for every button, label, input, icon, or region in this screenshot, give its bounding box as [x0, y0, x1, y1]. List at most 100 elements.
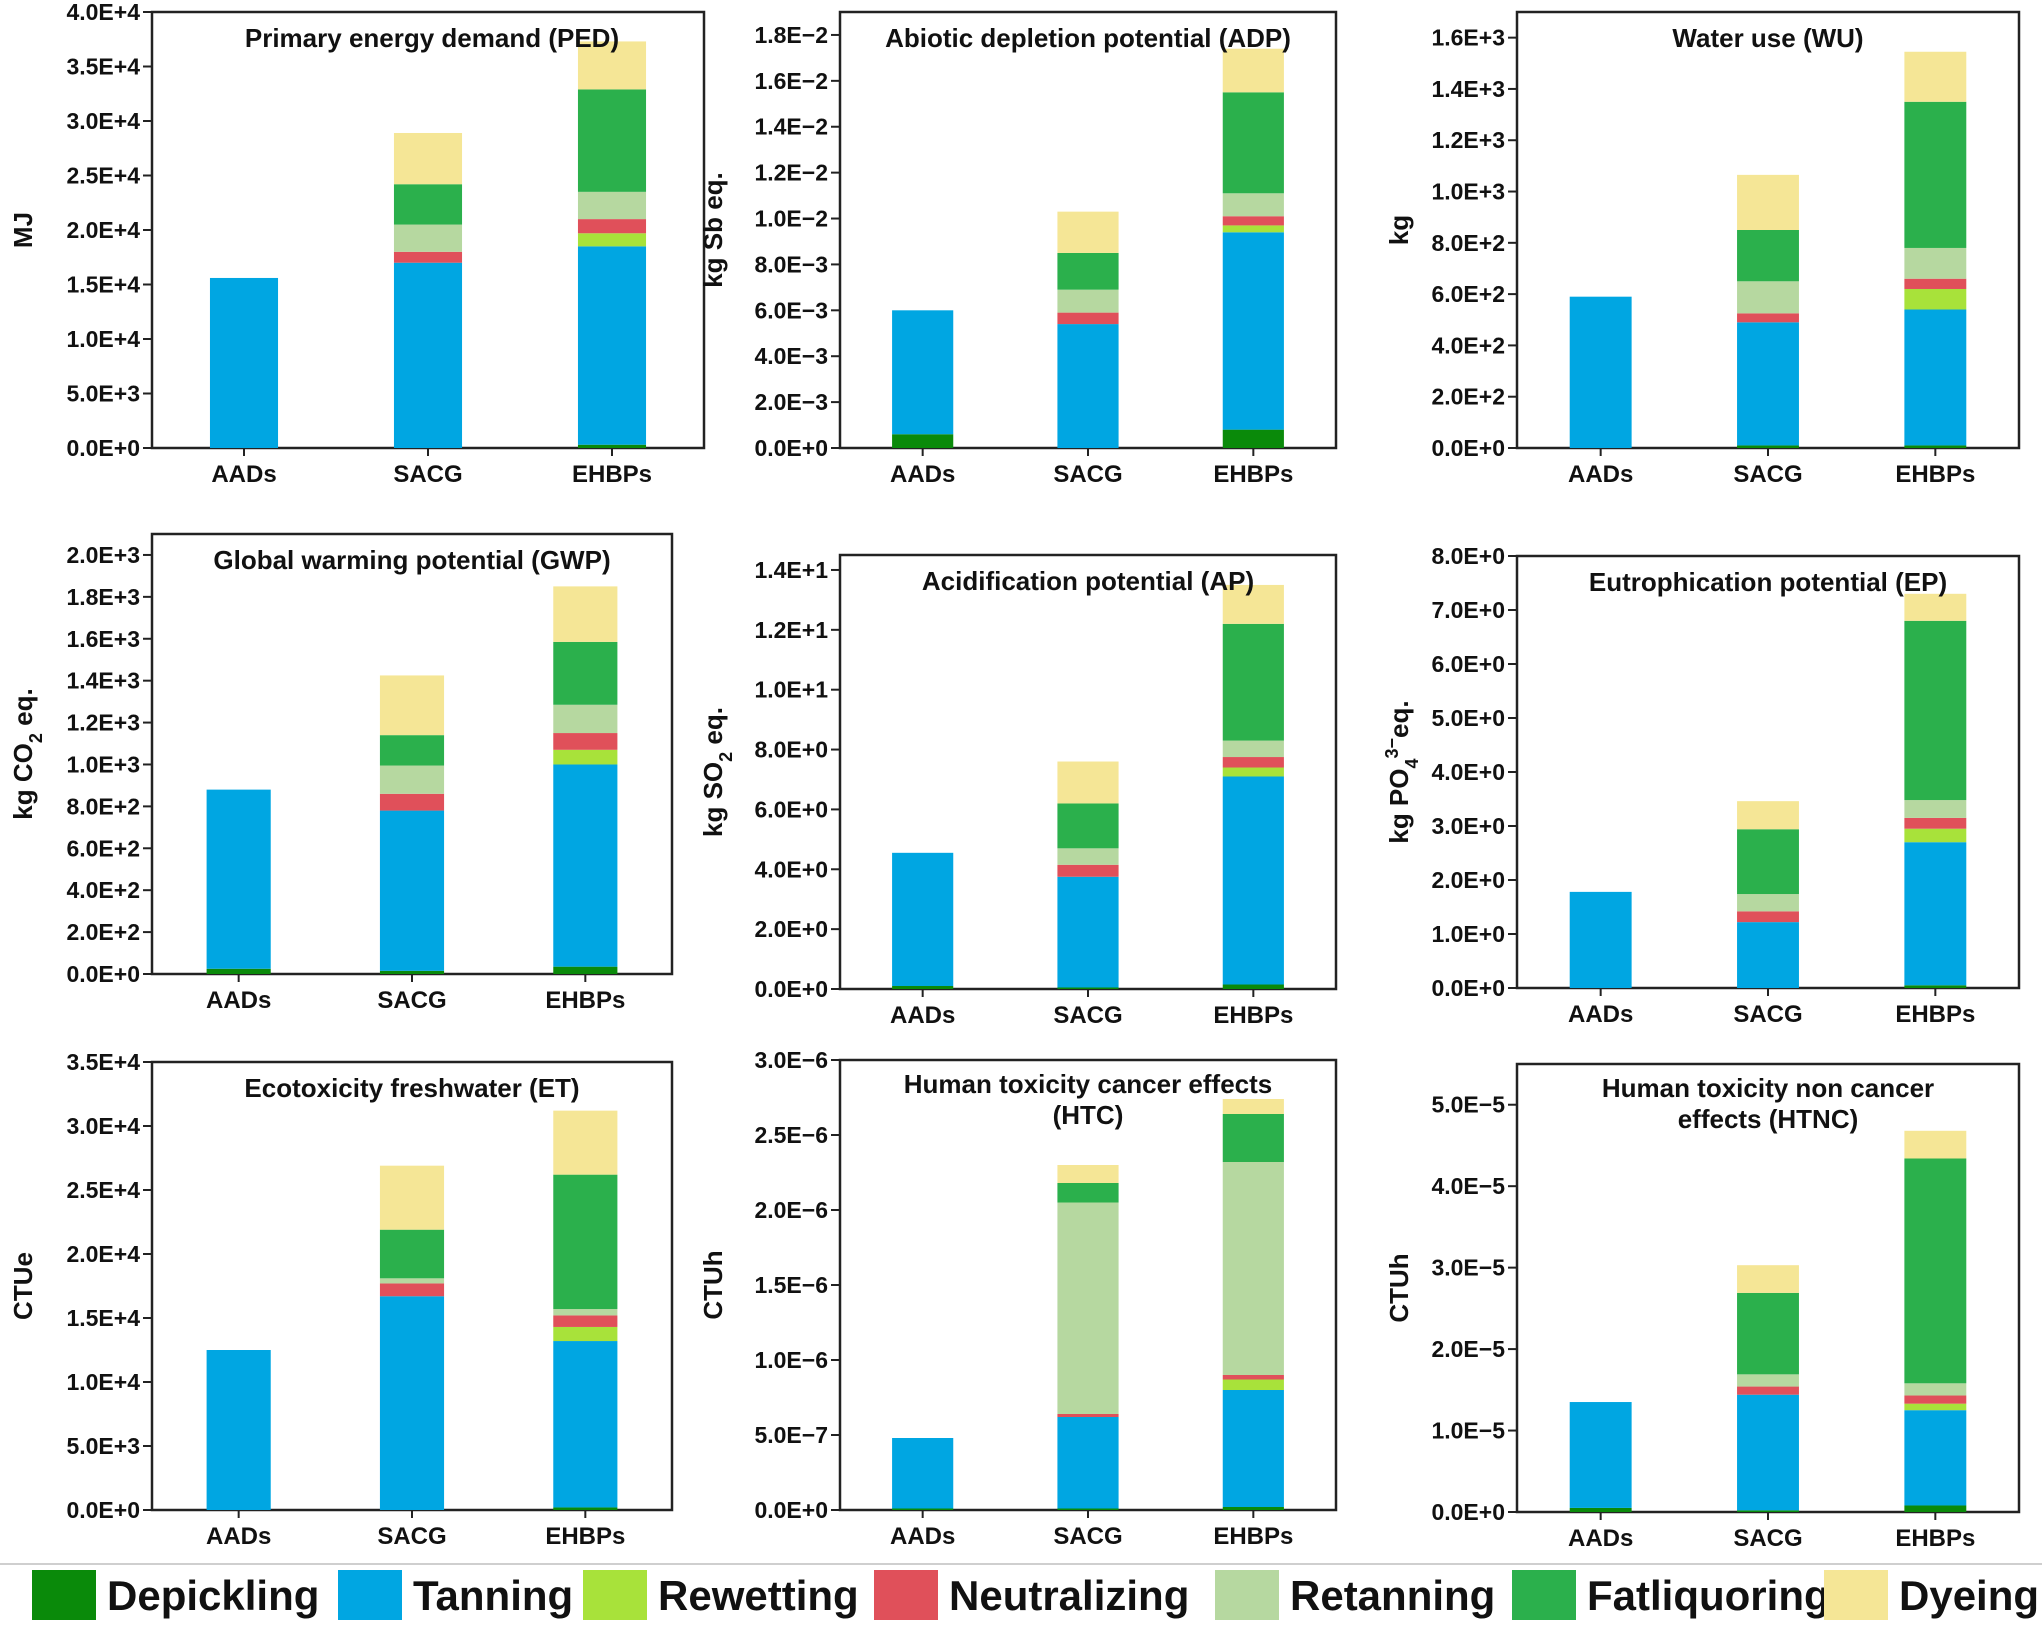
y-tick-label: 1.0E+4	[66, 326, 140, 352]
y-tick-label: 3.0E+4	[66, 108, 140, 134]
y-tick-label: 3.5E+4	[66, 1049, 140, 1075]
y-tick-label: 1.4E+3	[66, 668, 140, 694]
bar-segment-retanning-ehbps	[1904, 1383, 1967, 1396]
y-axis-label: kg	[1384, 215, 1414, 245]
y-tick-label: 1.4E+1	[754, 557, 828, 583]
bar-segment-tanning-aads	[892, 852, 954, 987]
y-tick-label: 6.0E+0	[754, 796, 828, 822]
y-axis-label: CTUh	[1384, 1253, 1414, 1322]
y-tick-label: 0.0E+0	[66, 961, 140, 987]
bar-segment-neutralizing-sacg	[1737, 313, 1799, 323]
chart-title: Global warming potential (GWP)	[213, 545, 610, 575]
y-tick-label: 0.0E+0	[1431, 975, 1505, 1001]
bar-segment-neutralizing-sacg	[1737, 911, 1799, 923]
bar-segment-fatliquoring-sacg	[379, 1229, 445, 1279]
bar-segment-fatliquoring-ehbps	[1904, 1158, 1967, 1384]
bar-segment-tanning-ehbps	[553, 764, 618, 967]
chart-title: Human toxicity cancer effects (HTC)	[904, 1069, 1272, 1130]
bar-segment-tanning-aads	[209, 277, 279, 448]
y-tick-label: 4.0E+0	[754, 856, 828, 882]
y-tick-label: 8.0E−3	[754, 251, 828, 277]
x-category-label: EHBPs	[1213, 1002, 1293, 1029]
bar-segment-tanning-ehbps	[577, 246, 647, 445]
y-tick-label: 5.0E+0	[1431, 705, 1505, 731]
y-tick-label: 1.5E−6	[754, 1272, 828, 1298]
y-tick-label: 1.6E+3	[1431, 25, 1505, 51]
bar-segment-depickling-ehbps	[553, 1507, 618, 1510]
bar-segment-dyeing-ehbps	[577, 41, 647, 90]
bar-segment-dyeing-ehbps	[1222, 1099, 1284, 1114]
bar-segment-fatliquoring-ehbps	[1222, 1114, 1284, 1162]
bar-segment-dyeing-sacg	[379, 1165, 445, 1230]
x-category-label: EHBPs	[1895, 1001, 1975, 1028]
bar-segment-tanning-sacg	[1737, 1394, 1799, 1511]
bar-segment-tanning-ehbps	[553, 1341, 618, 1508]
bar-segment-neutralizing-ehbps	[1222, 216, 1284, 226]
bar-segment-depickling-sacg	[1737, 1510, 1799, 1512]
y-tick-label: 6.0E+2	[1431, 281, 1505, 307]
bar-segment-neutralizing-ehbps	[1904, 278, 1967, 289]
bar-segment-fatliquoring-sacg	[393, 184, 463, 225]
y-tick-label: 1.4E+3	[1431, 76, 1505, 102]
y-tick-label: 2.0E+4	[66, 217, 140, 243]
chart-panel-8: 0.0E+0 5.0E−7 1.0E−6 1.5E−6 2.0E−6 2.5E−6 3.0E…	[698, 1047, 1338, 1550]
bar-segment-retanning-ehbps	[1222, 1162, 1284, 1375]
y-tick-label: 2.0E+2	[66, 919, 140, 945]
bar-segment-retanning-ehbps	[553, 1309, 618, 1316]
y-axis-label: CTUe	[8, 1252, 38, 1320]
y-axis-label: kg Sb eq.	[698, 172, 728, 288]
y-tick-label: 1.0E+0	[1431, 921, 1505, 947]
bar-segment-tanning-ehbps	[1904, 842, 1967, 986]
y-tick-label: 2.0E+3	[66, 542, 140, 568]
y-tick-label: 1.4E−2	[754, 114, 828, 140]
chart-title: Primary energy demand (PED)	[245, 23, 619, 53]
bar-segment-retanning-ehbps	[1222, 193, 1284, 217]
bar-segment-tanning-sacg	[1057, 876, 1119, 988]
x-category-label: SACG	[1733, 461, 1802, 488]
chart-panel-7: 0.0E+0 5.0E+3 1.0E+4 1.5E+4 2.0E+4 2.5E+4 3.0E…	[8, 1049, 674, 1550]
bar-segment-rewetting-ehbps	[1222, 1379, 1284, 1390]
y-tick-label: 4.0E+4	[66, 0, 140, 25]
bar-segment-dyeing-ehbps	[553, 1110, 618, 1175]
x-category-label: SACG	[377, 1523, 446, 1550]
y-tick-label: 3.0E+0	[1431, 813, 1505, 839]
bar-segment-neutralizing-ehbps	[553, 733, 618, 750]
y-tick-label: 0.0E+0	[66, 1497, 140, 1523]
bar-segment-tanning-aads	[1569, 296, 1632, 448]
chart-title: Eutrophication potential (EP)	[1589, 567, 1947, 597]
y-tick-label: 7.0E+0	[1431, 597, 1505, 623]
chart-title: Abiotic depletion potential (ADP)	[885, 23, 1291, 53]
bar-segment-rewetting-ehbps	[553, 749, 618, 765]
bar-segment-retanning-sacg	[379, 1278, 445, 1284]
x-category-label: AADs	[211, 461, 276, 488]
bar-segment-dyeing-ehbps	[1904, 1130, 1967, 1159]
bar-segment-tanning-sacg	[1057, 1417, 1119, 1509]
bar-segment-neutralizing-sacg	[379, 793, 445, 811]
legend-label-neutralizing: Neutralizing	[949, 1572, 1189, 1619]
bar-segment-depickling-sacg	[1737, 445, 1799, 448]
y-axis-label: kg SO2 eq.	[698, 707, 736, 837]
y-axis-label: MJ	[8, 212, 38, 248]
bar-segment-tanning-sacg	[1057, 324, 1119, 448]
bar-segment-depickling-aads	[892, 1508, 954, 1510]
chart-title: Water use (WU)	[1672, 23, 1863, 53]
bar-segment-rewetting-ehbps	[1222, 767, 1284, 777]
y-tick-label: 4.0E−3	[754, 343, 828, 369]
bar-segment-tanning-ehbps	[1222, 776, 1284, 985]
bar-segment-fatliquoring-sacg	[379, 735, 445, 766]
y-axis-label: CTUh	[698, 1250, 728, 1319]
y-tick-label: 6.0E−3	[754, 297, 828, 323]
bar-segment-neutralizing-sacg	[1057, 312, 1119, 325]
x-category-label: SACG	[1733, 1525, 1802, 1552]
bar-segment-depickling-ehbps	[1222, 984, 1284, 989]
x-category-label: SACG	[1053, 461, 1122, 488]
y-tick-label: 1.0E+3	[1431, 179, 1505, 205]
y-tick-label: 1.0E+1	[754, 677, 828, 703]
x-category-label: EHBPs	[1895, 461, 1975, 488]
x-category-label: AADs	[206, 987, 271, 1014]
bar-segment-neutralizing-sacg	[1737, 1386, 1799, 1395]
bar-segment-fatliquoring-ehbps	[553, 1174, 618, 1310]
bar-segment-dyeing-sacg	[1057, 1165, 1119, 1183]
bar-segment-neutralizing-sacg	[393, 251, 463, 263]
x-category-label: SACG	[377, 987, 446, 1014]
